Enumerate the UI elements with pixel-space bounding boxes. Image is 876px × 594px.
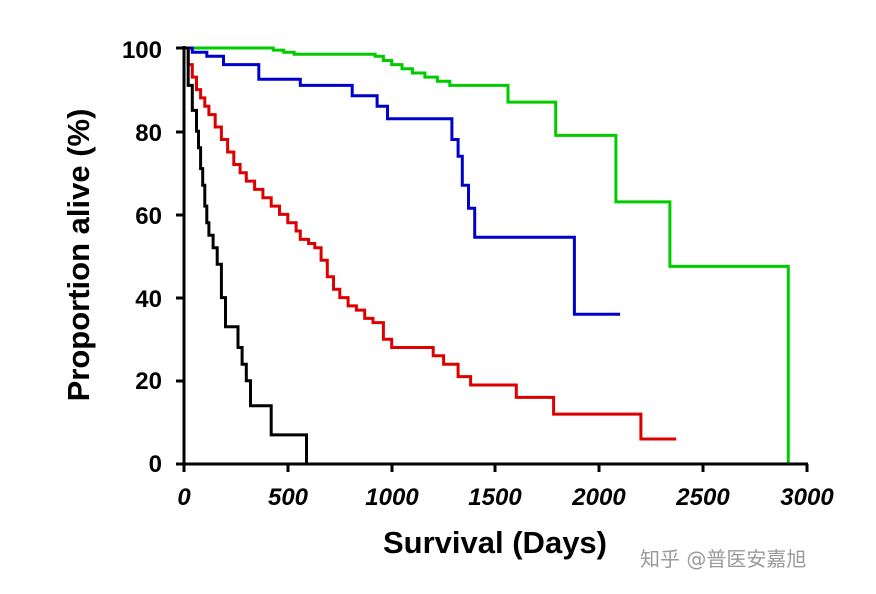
x-tick-label: 2500 [675, 484, 730, 511]
y-axis-title: Proportion alive (%) [61, 109, 96, 402]
y-tick-label: 20 [135, 368, 162, 395]
y-tick-label: 60 [135, 203, 162, 230]
x-tick-label: 0 [177, 484, 191, 511]
x-tick-label: 2000 [571, 484, 626, 511]
y-tick-label: 0 [149, 451, 162, 478]
x-tick-label: 500 [268, 484, 309, 511]
series-line-blue [184, 46, 621, 316]
series-line-green [184, 46, 790, 464]
y-tick-label: 100 [122, 37, 162, 64]
x-tick-label: 3000 [780, 484, 834, 511]
x-tick-label: 1000 [365, 484, 419, 511]
series-line-black [184, 46, 308, 464]
series-layer [184, 46, 790, 464]
series-line-red [184, 46, 677, 441]
y-tick-label: 40 [135, 286, 162, 313]
x-tick-label: 1500 [468, 484, 522, 511]
y-tick-label: 80 [135, 120, 162, 147]
watermark-text: 知乎 @普医安嘉旭 [640, 547, 806, 571]
x-axis-title: Survival (Days) [383, 525, 607, 560]
